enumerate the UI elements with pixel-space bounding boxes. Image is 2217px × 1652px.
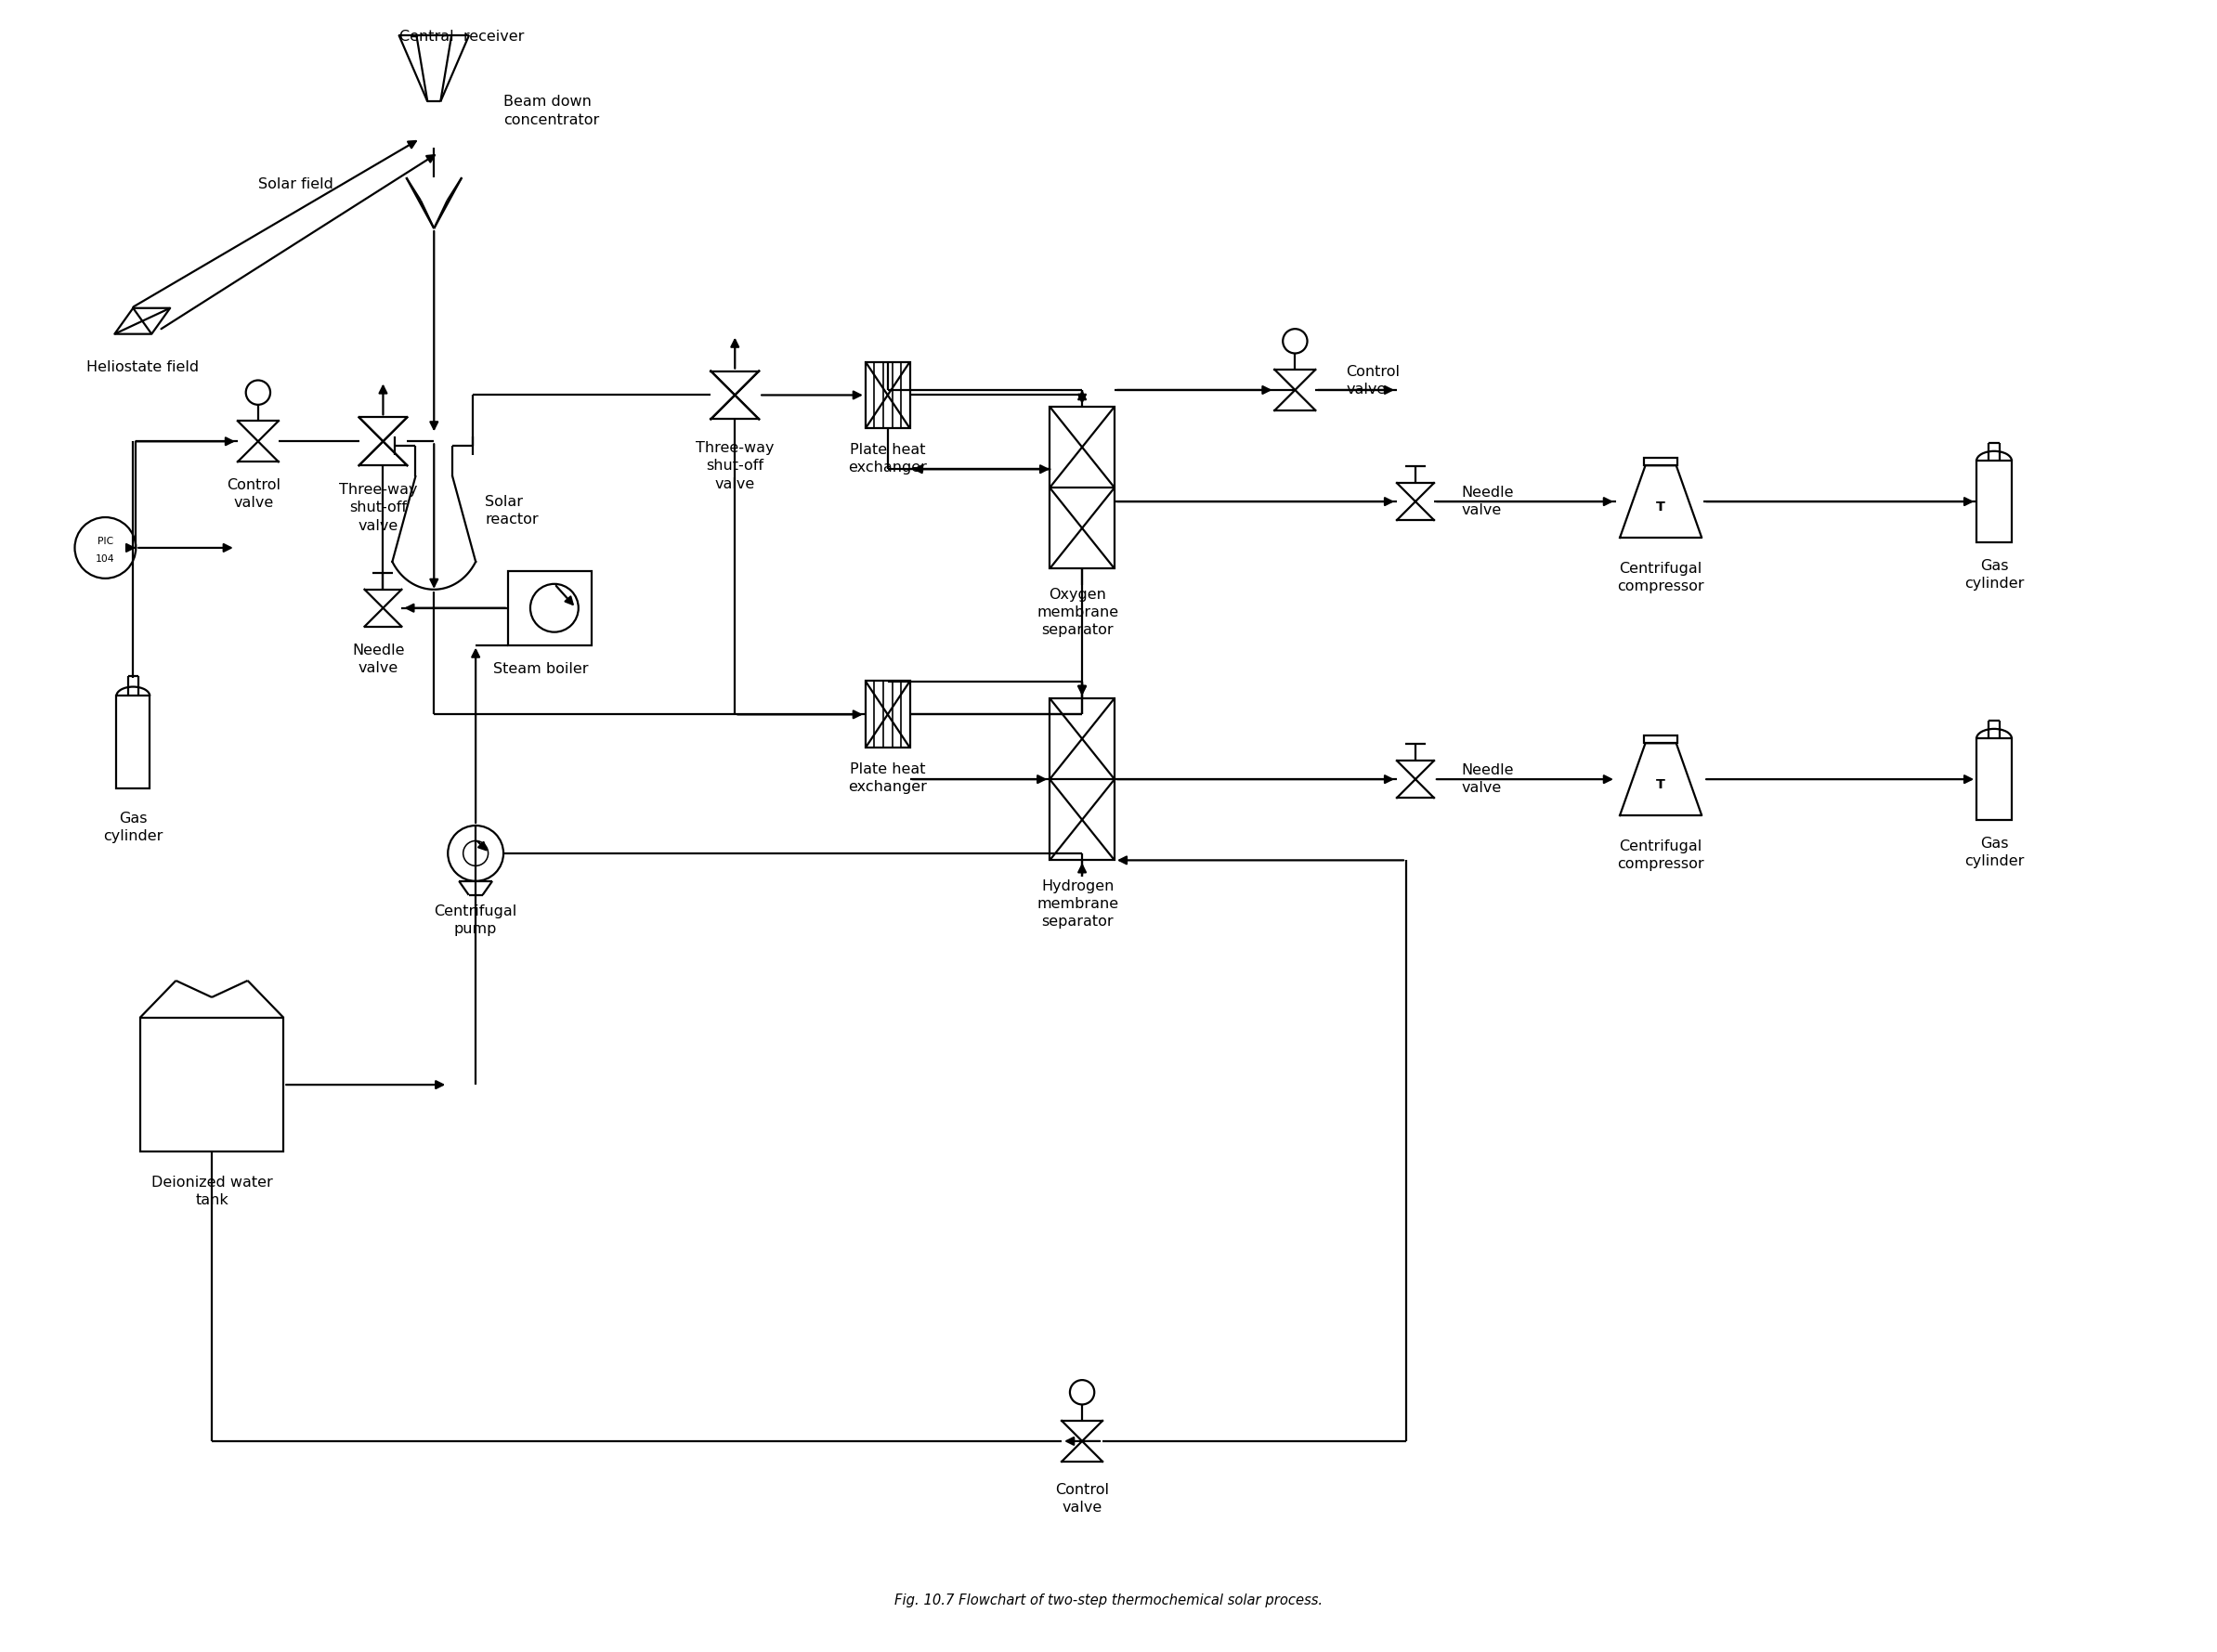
- Bar: [1049, 406, 1115, 568]
- Text: Gas
cylinder: Gas cylinder: [1964, 558, 2024, 591]
- Bar: [118, 695, 151, 788]
- Bar: [1049, 699, 1115, 861]
- Text: Solar
reactor: Solar reactor: [486, 496, 539, 527]
- Text: Control
valve: Control valve: [226, 479, 279, 510]
- Text: PIC: PIC: [98, 537, 113, 547]
- Bar: [1643, 735, 1678, 743]
- Text: Control
valve: Control valve: [1055, 1483, 1108, 1515]
- Bar: [865, 362, 909, 428]
- Text: Deionized water
tank: Deionized water tank: [151, 1176, 273, 1208]
- Text: Steam boiler: Steam boiler: [492, 662, 588, 676]
- Bar: [865, 681, 909, 748]
- Text: T: T: [1656, 778, 1665, 791]
- Bar: [508, 572, 592, 644]
- Text: Plate heat
exchanger: Plate heat exchanger: [849, 763, 927, 795]
- Text: Needle
valve: Needle valve: [1461, 763, 1514, 795]
- Text: Centrifugal
compressor: Centrifugal compressor: [1618, 839, 1705, 871]
- Text: Central  receiver: Central receiver: [399, 30, 523, 43]
- Text: 104: 104: [95, 555, 115, 563]
- Text: T: T: [1656, 501, 1665, 514]
- Bar: [140, 1018, 284, 1151]
- Text: Solar field: Solar field: [257, 177, 333, 192]
- Text: Control
valve: Control valve: [1346, 365, 1399, 396]
- Text: Three-way
shut-off
valve: Three-way shut-off valve: [696, 441, 774, 491]
- Text: Hydrogen
membrane
separator: Hydrogen membrane separator: [1038, 879, 1117, 928]
- Text: Needle
valve: Needle valve: [1461, 486, 1514, 517]
- Text: Gas
cylinder: Gas cylinder: [1964, 836, 2024, 869]
- Text: Three-way
shut-off
valve: Three-way shut-off valve: [339, 482, 417, 532]
- Text: Centrifugal
pump: Centrifugal pump: [435, 904, 517, 937]
- Text: Gas
cylinder: Gas cylinder: [104, 811, 164, 844]
- Bar: [1643, 458, 1678, 466]
- Text: Plate heat
exchanger: Plate heat exchanger: [849, 443, 927, 476]
- Bar: [1978, 738, 2011, 819]
- Text: Oxygen
membrane
separator: Oxygen membrane separator: [1038, 588, 1117, 638]
- Text: Centrifugal
compressor: Centrifugal compressor: [1618, 562, 1705, 593]
- Text: Needle
valve: Needle valve: [353, 643, 406, 676]
- Text: Fig. 10.7 Flowchart of two-step thermochemical solar process.: Fig. 10.7 Flowchart of two-step thermoch…: [893, 1594, 1324, 1607]
- Bar: [1978, 461, 2011, 542]
- Text: Heliostate field: Heliostate field: [86, 360, 200, 373]
- Text: Beam down
concentrator: Beam down concentrator: [503, 96, 599, 127]
